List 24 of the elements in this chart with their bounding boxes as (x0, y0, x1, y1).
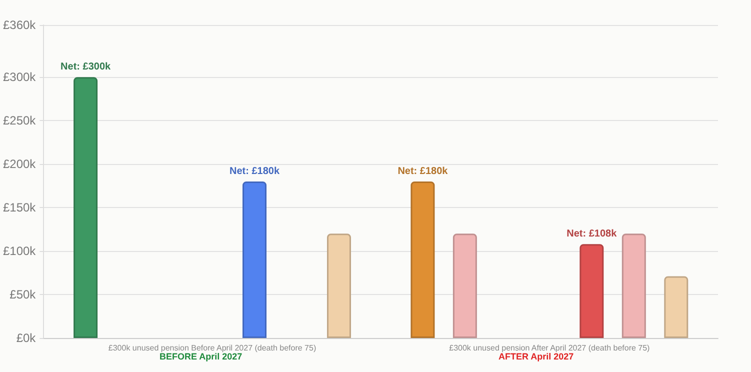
y-tick-label: £360k (2, 18, 37, 32)
text: BEFORE April 2027 (160, 352, 242, 362)
data-label: Net: £180k (229, 166, 280, 177)
text: AFTER April 2027 (498, 352, 574, 362)
y-tick-label: £250k (2, 114, 37, 128)
bar (74, 77, 98, 338)
bar (664, 276, 688, 338)
data-label: Net: £300k (60, 62, 112, 73)
x-tick-label: £300k unused pension After April 2027 (death before 75) (449, 344, 650, 352)
bar (242, 182, 267, 338)
y-tick-label: £50k (10, 288, 37, 302)
bar (580, 244, 604, 338)
bar (452, 234, 477, 338)
y-tick-label: £200k (2, 157, 37, 172)
y-tick-label: £100k (2, 244, 37, 258)
y-tick-label: £0k (16, 331, 37, 345)
x-tick-label: £300k unused pension Before April 2027 (death before 75) (108, 344, 316, 352)
bar (622, 234, 646, 338)
data-label: Net: £108k (566, 228, 618, 240)
bar (326, 234, 351, 338)
bar (410, 182, 435, 338)
y-tick-label: £150k (2, 200, 37, 215)
data-label: Net: £180k (398, 166, 448, 177)
y-tick-label: £300k (2, 70, 37, 84)
